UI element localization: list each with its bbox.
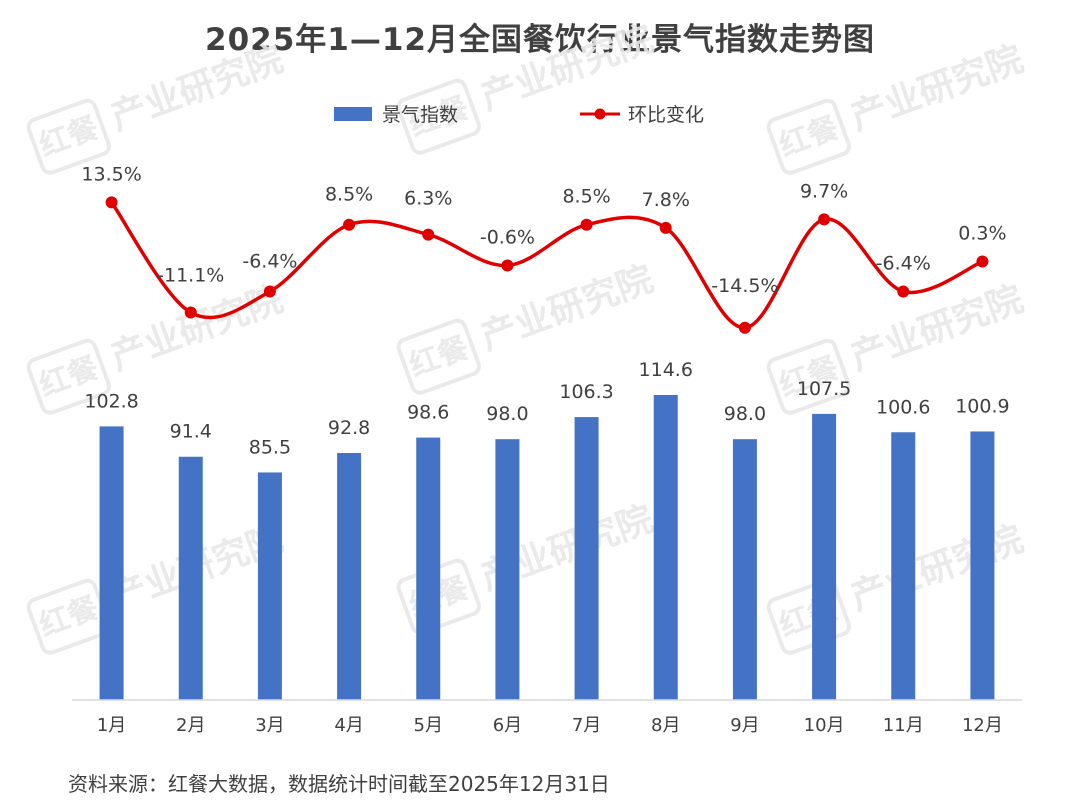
- line-series: 13.5% -11.1% -6.4% 8.5% 6.3% -0.6% 8.5% 7.8% -14…: [81, 163, 1007, 334]
- bar: [970, 431, 995, 700]
- legend-item-line: 环比变化: [580, 104, 704, 126]
- line-data-label: 0.3%: [958, 222, 1006, 244]
- line-data-label: -6.4%: [242, 250, 297, 272]
- svg-text:产业研究院: 产业研究院: [475, 258, 658, 358]
- watermark: 红餐产业研究院: [396, 18, 659, 155]
- svg-text:产业研究院: 产业研究院: [845, 38, 1028, 138]
- chart-title: 2025年1—12月全国餐饮行业景气指数走势图: [205, 22, 875, 58]
- line-data-label: 7.8%: [642, 189, 690, 211]
- bar-data-label: 85.5: [249, 436, 291, 458]
- line-point: [343, 218, 356, 231]
- line-data-label: -6.4%: [876, 252, 931, 274]
- line-point: [659, 221, 672, 234]
- line-point: [105, 196, 118, 209]
- x-tick-label: 10月: [804, 715, 845, 736]
- svg-text:产业研究院: 产业研究院: [845, 518, 1028, 618]
- x-tick-label: 7月: [572, 715, 601, 736]
- bar: [178, 456, 203, 700]
- line-point: [738, 321, 751, 334]
- bar-data-label: 100.6: [876, 396, 930, 418]
- bar: [653, 395, 678, 700]
- source-note: 资料来源：红餐大数据，数据统计时间截至2025年12月31日: [68, 772, 610, 796]
- bar-data-label: 98.6: [407, 402, 449, 424]
- bar-series: 102.8 91.4 85.5 92.8 98.6 98.0 106.3 114.6 98.0 1…: [84, 359, 1010, 700]
- bar-data-label: 107.5: [797, 378, 851, 400]
- bar-data-label: 98.0: [724, 403, 766, 425]
- legend-item-bar: 景气指数: [334, 104, 458, 126]
- x-tick-label: 8月: [651, 715, 680, 736]
- legend-label-line: 环比变化: [628, 104, 704, 126]
- line-point: [897, 285, 910, 298]
- bar: [574, 417, 599, 700]
- line-point: [976, 255, 989, 268]
- watermark: 红餐产业研究院: [396, 258, 659, 395]
- svg-text:产业研究院: 产业研究院: [845, 278, 1028, 378]
- x-tick-label: 9月: [730, 715, 759, 736]
- bar-data-label: 100.9: [955, 395, 1009, 417]
- svg-text:产业研究院: 产业研究院: [105, 278, 288, 378]
- watermark: 红餐产业研究院: [26, 38, 289, 175]
- bar-data-label: 98.0: [486, 403, 528, 425]
- line-data-label: -0.6%: [480, 226, 535, 248]
- x-tick-label: 1月: [97, 715, 126, 736]
- line-data-label: 8.5%: [562, 186, 610, 208]
- line-point: [184, 306, 197, 319]
- line-point: [501, 259, 514, 272]
- bar-data-label: 114.6: [639, 359, 693, 381]
- watermark: 红餐产业研究院: [766, 38, 1029, 175]
- line-data-label: -14.5%: [711, 275, 778, 297]
- bar-data-label: 92.8: [328, 417, 370, 439]
- x-axis-tick-labels: 1月 2月 3月 4月 5月 6月 7月 8月 9月 10月 11月 12月: [97, 715, 1003, 736]
- bar-data-label: 102.8: [84, 390, 138, 412]
- line-path: [110, 201, 984, 330]
- x-tick-label: 12月: [962, 715, 1003, 736]
- legend: 景气指数 环比变化: [334, 104, 704, 126]
- bar: [891, 432, 916, 700]
- line-data-label: 9.7%: [800, 180, 848, 202]
- x-tick-label: 5月: [414, 715, 443, 736]
- line-data-label: 13.5%: [81, 163, 141, 185]
- bar: [812, 413, 837, 700]
- svg-text:产业研究院: 产业研究院: [105, 38, 288, 138]
- legend-label-bar: 景气指数: [382, 104, 458, 126]
- bar: [257, 472, 282, 700]
- bar-data-label: 91.4: [170, 421, 212, 443]
- bar: [337, 453, 362, 700]
- watermark: 红餐产业研究院: [26, 278, 289, 415]
- bar-data-label: 106.3: [559, 381, 613, 403]
- bar: [495, 439, 520, 700]
- line-data-label: 8.5%: [325, 184, 373, 206]
- x-tick-label: 4月: [334, 715, 363, 736]
- bar: [99, 426, 124, 700]
- x-tick-label: 3月: [255, 715, 284, 736]
- line-point: [818, 213, 831, 226]
- line-data-label: -11.1%: [157, 265, 224, 287]
- x-tick-label: 11月: [883, 715, 924, 736]
- bar: [416, 437, 441, 700]
- line-point: [580, 218, 593, 231]
- line-point: [263, 285, 276, 298]
- x-tick-label: 6月: [493, 715, 522, 736]
- x-tick-label: 2月: [176, 715, 205, 736]
- line-point: [422, 228, 435, 241]
- bar: [732, 439, 757, 700]
- line-data-label: 6.3%: [404, 188, 452, 210]
